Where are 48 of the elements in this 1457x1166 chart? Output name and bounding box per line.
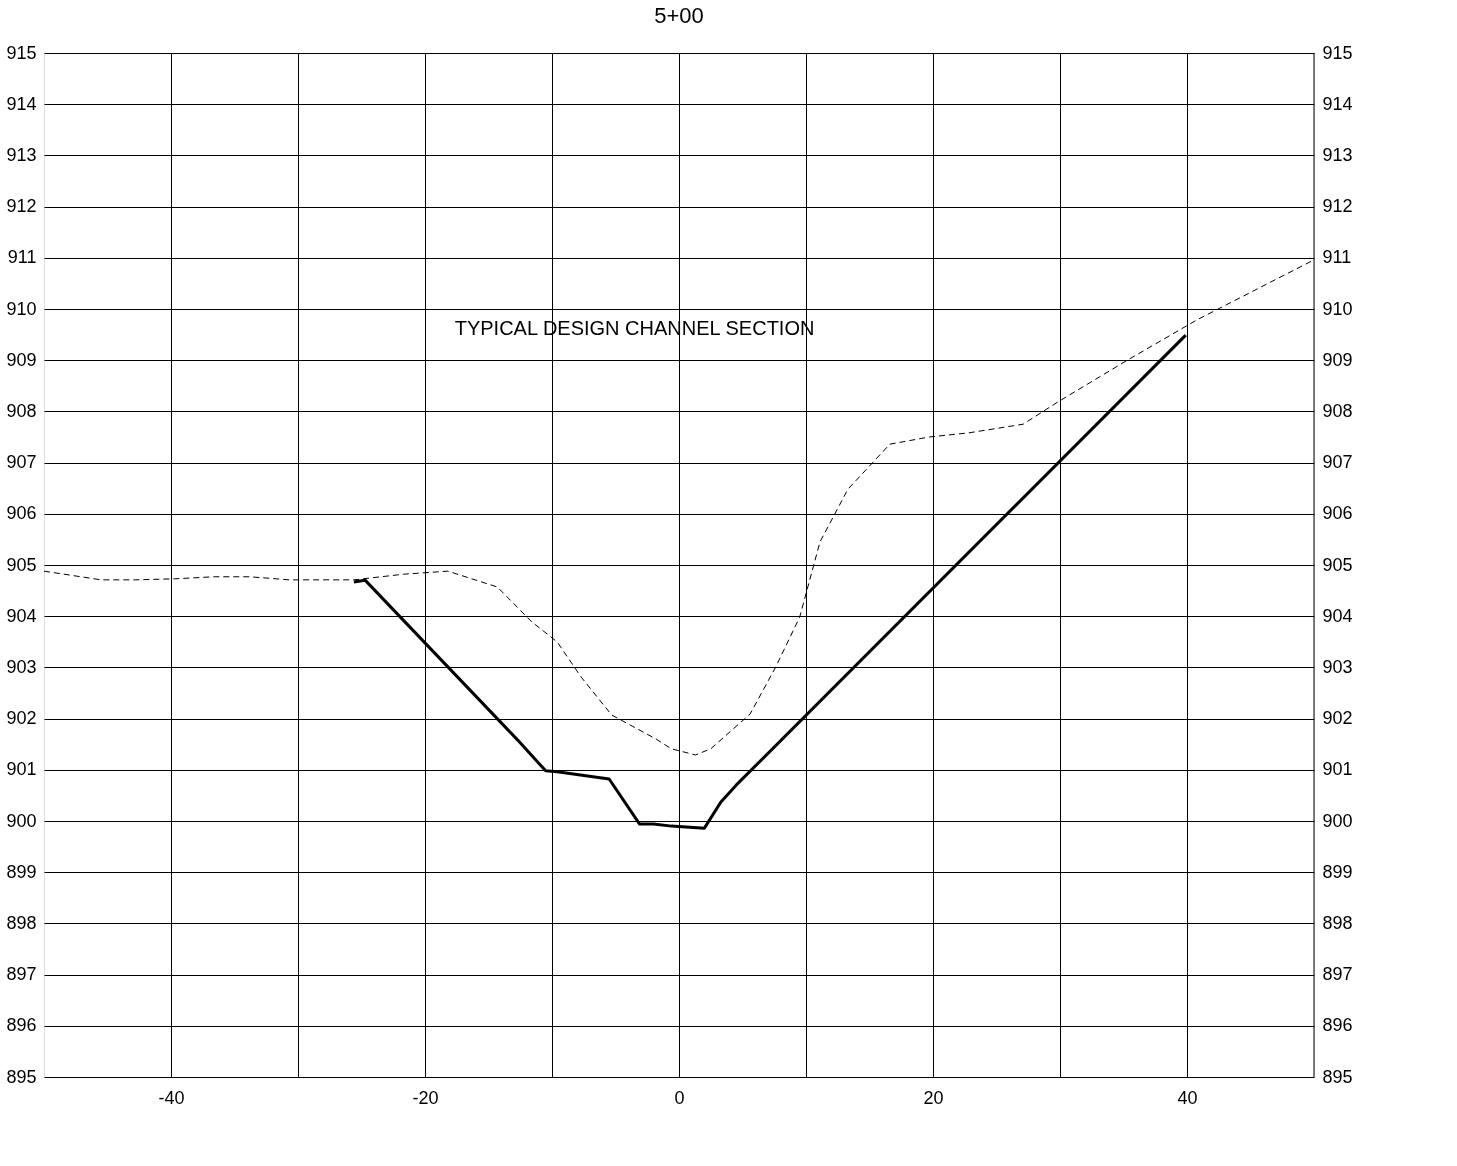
y-tick-label: 911	[7, 247, 37, 268]
chart-title: 5+00	[654, 3, 704, 28]
y2-tick-label: 914	[1322, 93, 1353, 114]
y2-tick-label: 911	[1322, 247, 1352, 268]
y-tick-label: 895	[6, 1066, 37, 1087]
y2-tick-label: 898	[1322, 912, 1353, 933]
y2-tick-label: 905	[1322, 554, 1353, 575]
y-tick-label: 906	[6, 503, 37, 524]
y2-tick-label: 907	[1322, 452, 1353, 473]
y2-tick-label: 906	[1322, 503, 1353, 524]
y2-tick-label: 913	[1322, 144, 1353, 165]
y-tick-label: 907	[6, 452, 37, 473]
y-tick-label: 915	[6, 42, 37, 63]
y-tick-label: 898	[6, 912, 37, 933]
y2-tick-label: 899	[1322, 861, 1353, 882]
y-tick-label: 897	[6, 964, 37, 985]
y2-tick-label: 910	[1322, 298, 1353, 319]
y2-tick-label: 902	[1322, 708, 1353, 729]
x-tick-label: 40	[1177, 1087, 1198, 1108]
y2-tick-label: 912	[1322, 196, 1353, 217]
y-tick-label: 914	[6, 93, 37, 114]
y2-tick-label: 908	[1322, 400, 1353, 421]
y-tick-label: 913	[6, 144, 37, 165]
y-tick-label: 899	[6, 861, 37, 882]
x-tick-label: 20	[923, 1087, 944, 1108]
y2-tick-label: 897	[1322, 964, 1353, 985]
y2-tick-label: 904	[1322, 605, 1353, 626]
y-tick-label: 910	[6, 298, 37, 319]
y-tick-label: 909	[6, 349, 37, 370]
y2-tick-label: 915	[1322, 42, 1353, 63]
y2-tick-label: 900	[1322, 810, 1353, 831]
y-tick-label: 896	[6, 1015, 37, 1036]
y2-tick-label: 896	[1322, 1015, 1353, 1036]
y2-tick-label: 903	[1322, 656, 1353, 677]
y2-tick-label: 901	[1322, 759, 1353, 780]
y2-tick-label: 895	[1322, 1066, 1353, 1087]
y-tick-label: 901	[6, 759, 37, 780]
x-tick-label: -40	[158, 1087, 185, 1108]
y-tick-label: 908	[6, 400, 37, 421]
y-tick-label: 905	[6, 554, 37, 575]
y-tick-label: 912	[6, 196, 37, 217]
x-tick-label: -20	[412, 1087, 439, 1108]
y2-tick-label: 909	[1322, 349, 1353, 370]
y-tick-label: 903	[6, 656, 37, 677]
y-tick-label: 904	[6, 605, 37, 626]
y-tick-label: 900	[6, 810, 37, 831]
x-tick-label: 0	[674, 1087, 685, 1108]
y-tick-label: 902	[6, 708, 37, 729]
